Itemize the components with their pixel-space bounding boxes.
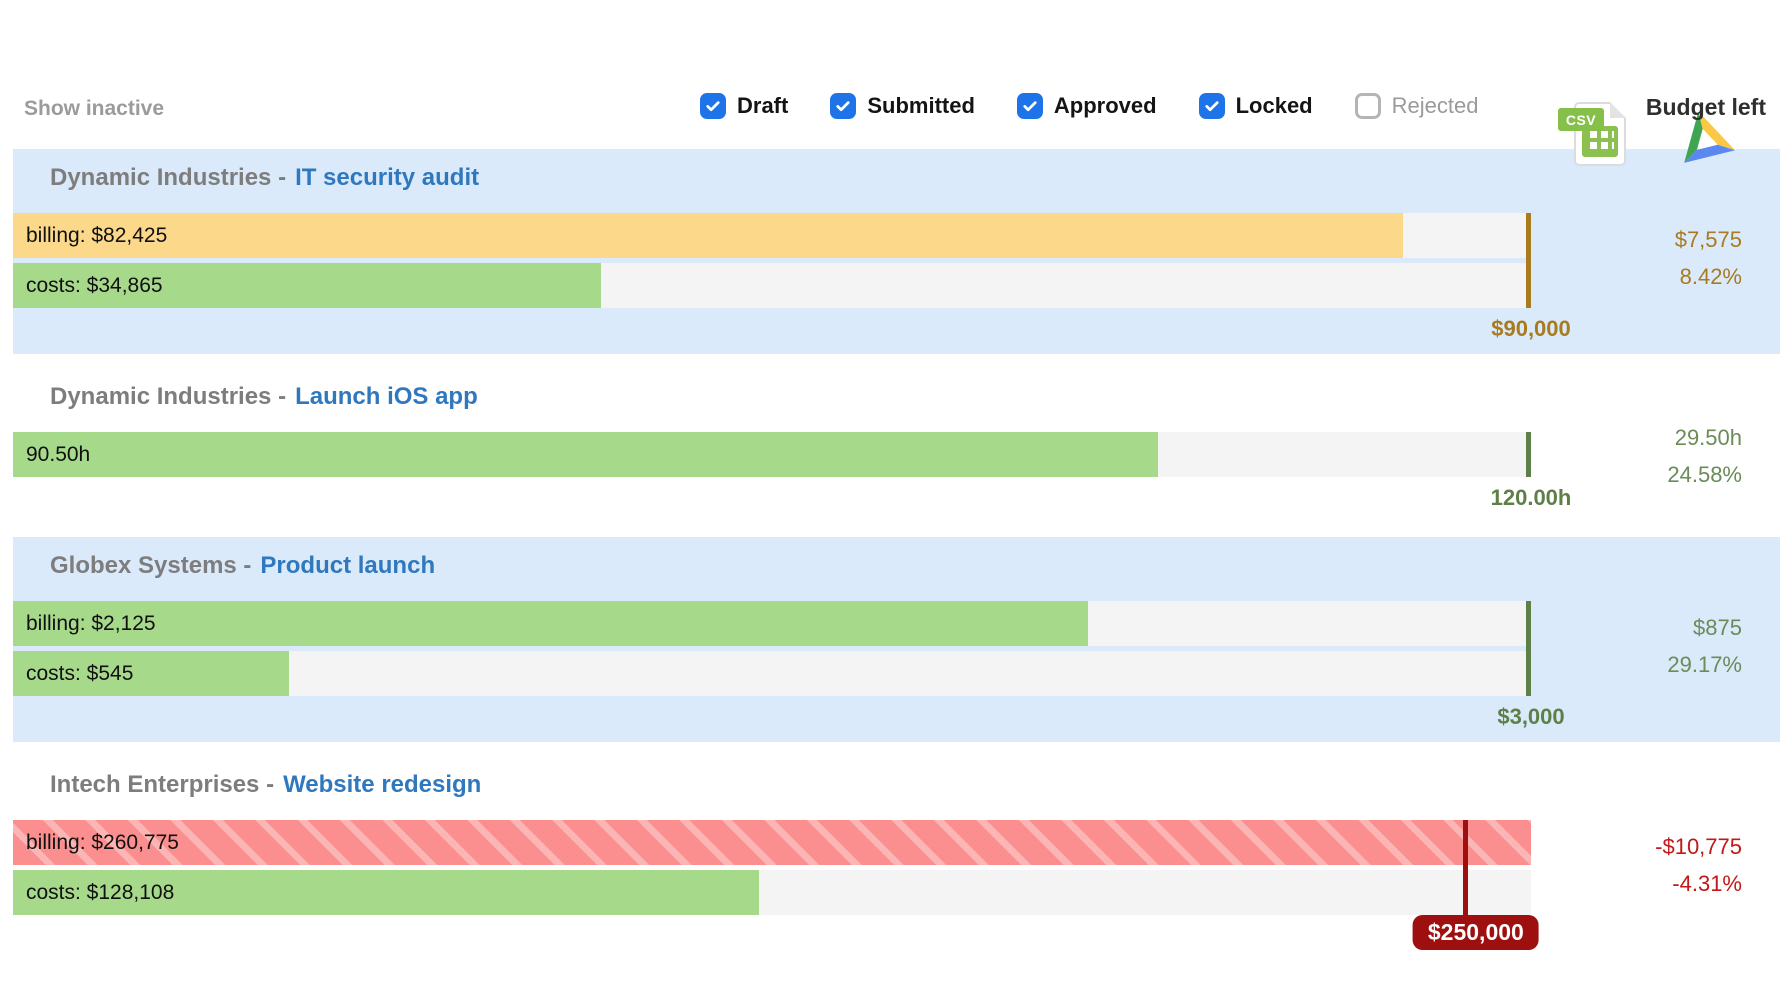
project-title: Intech Enterprises - Website redesign	[50, 767, 1780, 803]
checkbox-icon[interactable]	[1198, 93, 1225, 119]
status-filters: Draft Submitted Approved Locked Rejected	[700, 93, 1478, 119]
checkbox-icon[interactable]	[1016, 93, 1043, 119]
budget-marker	[1526, 213, 1531, 308]
remaining-amount: 29.50h	[1674, 425, 1742, 450]
project-link[interactable]: Launch iOS app	[295, 383, 478, 410]
filter-label: Submitted	[867, 93, 975, 118]
budget-left-values: $7,575 8.42%	[1531, 221, 1780, 295]
budget-left-values: 29.50h 24.58%	[1531, 419, 1780, 493]
checkbox-icon[interactable]	[1354, 93, 1381, 119]
remaining-amount: $875	[1693, 615, 1742, 640]
billing-bar: billing: $82,425	[13, 213, 1404, 258]
filter-label: Draft	[737, 93, 789, 118]
budget-bars: 90.50h	[13, 432, 1531, 477]
project-row-product-launch: Globex Systems - Product launch billing: …	[13, 537, 1780, 742]
remaining-percent: 29.17%	[1667, 652, 1742, 677]
hours-bar-label: 90.50h	[26, 442, 91, 466]
remaining-amount: $7,575	[1674, 227, 1742, 252]
costs-bar-label: costs: $34,865	[26, 273, 163, 297]
filter-locked[interactable]: Locked	[1198, 93, 1313, 119]
billing-bar: billing: $2,125	[13, 601, 1089, 646]
checkbox-icon[interactable]	[700, 93, 726, 119]
filter-label: Locked	[1235, 93, 1313, 118]
costs-bar-track: costs: $545	[13, 651, 1531, 696]
csv-export-icon[interactable]: CSV	[1558, 100, 1626, 168]
csv-banner-label: CSV	[1558, 108, 1604, 131]
project-row-website-redesign: Intech Enterprises - Website redesign bil…	[13, 756, 1780, 963]
budget-left-values: $875 29.17%	[1531, 609, 1780, 683]
billing-bar-track: billing: $82,425	[13, 213, 1531, 258]
budget-total-label: 120.00h	[1490, 485, 1572, 510]
budget-bars: billing: $260,775 costs: $128,108	[13, 820, 1531, 921]
costs-bar-label: costs: $545	[26, 661, 134, 685]
filter-label: Approved	[1053, 93, 1157, 118]
project-title: Globex Systems - Product launch	[50, 548, 1780, 584]
billing-bar-track: billing: $2,125	[13, 601, 1531, 646]
costs-bar: costs: $128,108	[13, 870, 759, 915]
remaining-percent: -4.31%	[1672, 871, 1742, 896]
costs-bar-label: costs: $128,108	[26, 880, 175, 904]
remaining-percent: 8.42%	[1679, 264, 1742, 289]
budget-bars: billing: $2,125 costs: $545	[13, 601, 1531, 696]
budget-total-badge: $250,000	[1412, 915, 1539, 950]
costs-bar-track: costs: $34,865	[13, 263, 1531, 308]
filter-draft[interactable]: Draft	[700, 93, 788, 119]
budget-total-label: $90,000	[1491, 316, 1571, 341]
budget-marker	[1526, 601, 1531, 696]
project-row-launch-ios-app: Dynamic Industries - Launch iOS app 90.50…	[13, 368, 1780, 523]
filter-approved[interactable]: Approved	[1016, 93, 1157, 119]
costs-bar: costs: $545	[13, 651, 289, 696]
filter-bar: Show inactive Draft Submitted Approved L…	[0, 88, 1780, 132]
billing-bar-label: billing: $2,125	[26, 611, 156, 635]
budget-left-header: Budget left	[1645, 94, 1766, 120]
budget-marker	[1526, 432, 1531, 477]
costs-bar-track: costs: $128,108	[13, 870, 1531, 915]
budget-marker	[1463, 820, 1469, 921]
filter-label: Rejected	[1391, 93, 1479, 118]
google-drive-icon[interactable]	[1672, 103, 1736, 165]
project-link[interactable]: Website redesign	[283, 771, 482, 798]
project-link[interactable]: Product launch	[260, 552, 436, 579]
project-row-it-security-audit: Dynamic Industries - IT security audit bi…	[13, 149, 1780, 354]
budget-bars: billing: $82,425 costs: $34,865	[13, 213, 1531, 308]
checkbox-icon[interactable]	[830, 93, 857, 119]
budget-left-values: -$10,775 -4.31%	[1531, 828, 1780, 902]
client-name: Dynamic Industries -	[50, 383, 287, 410]
remaining-amount: -$10,775	[1655, 834, 1742, 859]
project-title: Dynamic Industries - IT security audit	[50, 160, 1780, 196]
project-rows: Dynamic Industries - IT security audit bi…	[0, 149, 1780, 963]
hours-bar-track: 90.50h	[13, 432, 1531, 477]
budget-total-label: $3,000	[1497, 704, 1565, 729]
filter-submitted[interactable]: Submitted	[830, 93, 975, 119]
billing-bar-track: billing: $260,775	[13, 820, 1531, 865]
filter-rejected[interactable]: Rejected	[1354, 93, 1479, 119]
costs-bar: costs: $34,865	[13, 263, 602, 308]
project-link[interactable]: IT security audit	[295, 164, 480, 191]
billing-bar-overbudget: billing: $260,775	[13, 820, 1531, 865]
billing-bar-label: billing: $82,425	[26, 223, 168, 247]
page-fold	[1610, 102, 1626, 118]
client-name: Intech Enterprises -	[50, 771, 275, 798]
remaining-percent: 24.58%	[1667, 462, 1742, 487]
billing-bar-label: billing: $260,775	[26, 830, 179, 854]
project-title: Dynamic Industries - Launch iOS app	[50, 379, 1780, 415]
hours-bar: 90.50h	[13, 432, 1158, 477]
show-inactive-toggle[interactable]: Show inactive	[24, 97, 165, 120]
client-name: Globex Systems -	[50, 552, 252, 579]
export-actions: CSV	[1558, 100, 1736, 168]
client-name: Dynamic Industries -	[50, 164, 287, 191]
